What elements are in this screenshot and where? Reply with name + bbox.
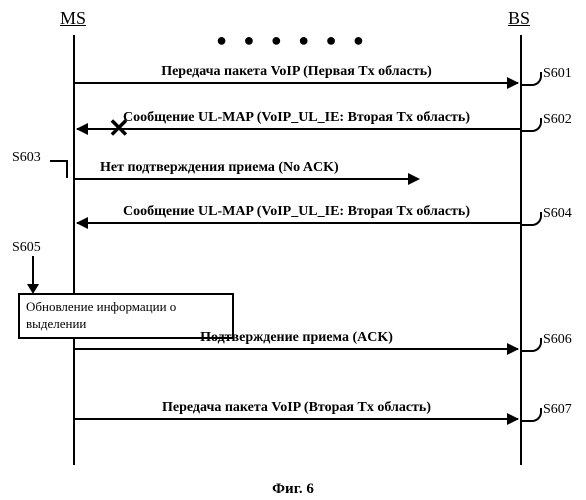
msg-3-arrow-body — [75, 178, 410, 180]
step-s606: S606 — [543, 332, 572, 348]
lifeline-bs — [520, 35, 522, 465]
step-s601: S601 — [543, 66, 572, 82]
msg-3-arrow-head — [408, 173, 420, 185]
step-hook-1 — [522, 72, 542, 86]
step-s607: S607 — [543, 402, 572, 418]
sequence-diagram: MS BS ● ● ● ● ● ● Передача пакета VoIP (… — [0, 0, 586, 500]
msg-6-arrow — [75, 348, 518, 350]
figure-caption: Фиг. 6 — [0, 481, 586, 498]
msg-3-label: Нет подтверждения приема (No ACK) — [100, 160, 339, 176]
step-hook-6 — [522, 338, 542, 352]
msg-2-label: Сообщение UL-MAP (VoIP_UL_IE: Вторая Tx … — [73, 110, 520, 126]
msg-7-label: Передача пакета VoIP (Вторая Tx область) — [73, 400, 520, 416]
step-s605-vline — [32, 256, 34, 286]
msg-1-arrow — [75, 82, 518, 84]
step-s603-vline — [66, 160, 68, 178]
msg-4-arrow — [77, 222, 520, 224]
step-hook-2 — [522, 118, 542, 132]
continuation-dots: ● ● ● ● ● ● — [0, 30, 586, 51]
actor-bs-label: BS — [508, 8, 530, 29]
msg-4-label: Сообщение UL-MAP (VoIP_UL_IE: Вторая Tx … — [73, 204, 520, 220]
step-s603: S603 — [12, 150, 41, 166]
step-hook-7 — [522, 408, 542, 422]
step-s605: S605 — [12, 240, 41, 256]
step-s602: S602 — [543, 112, 572, 128]
actor-ms-label: MS — [60, 8, 86, 29]
step-s604: S604 — [543, 206, 572, 222]
note-line-1: Обновление информации о — [26, 299, 226, 316]
fail-x-icon: ✕ — [108, 116, 130, 142]
msg-2-arrow — [77, 128, 520, 130]
msg-7-arrow — [75, 418, 518, 420]
msg-1-label: Передача пакета VoIP (Первая Tx область) — [73, 64, 520, 80]
step-hook-4 — [522, 212, 542, 226]
msg-6-label: Подтверждение приема (ACK) — [73, 330, 520, 346]
